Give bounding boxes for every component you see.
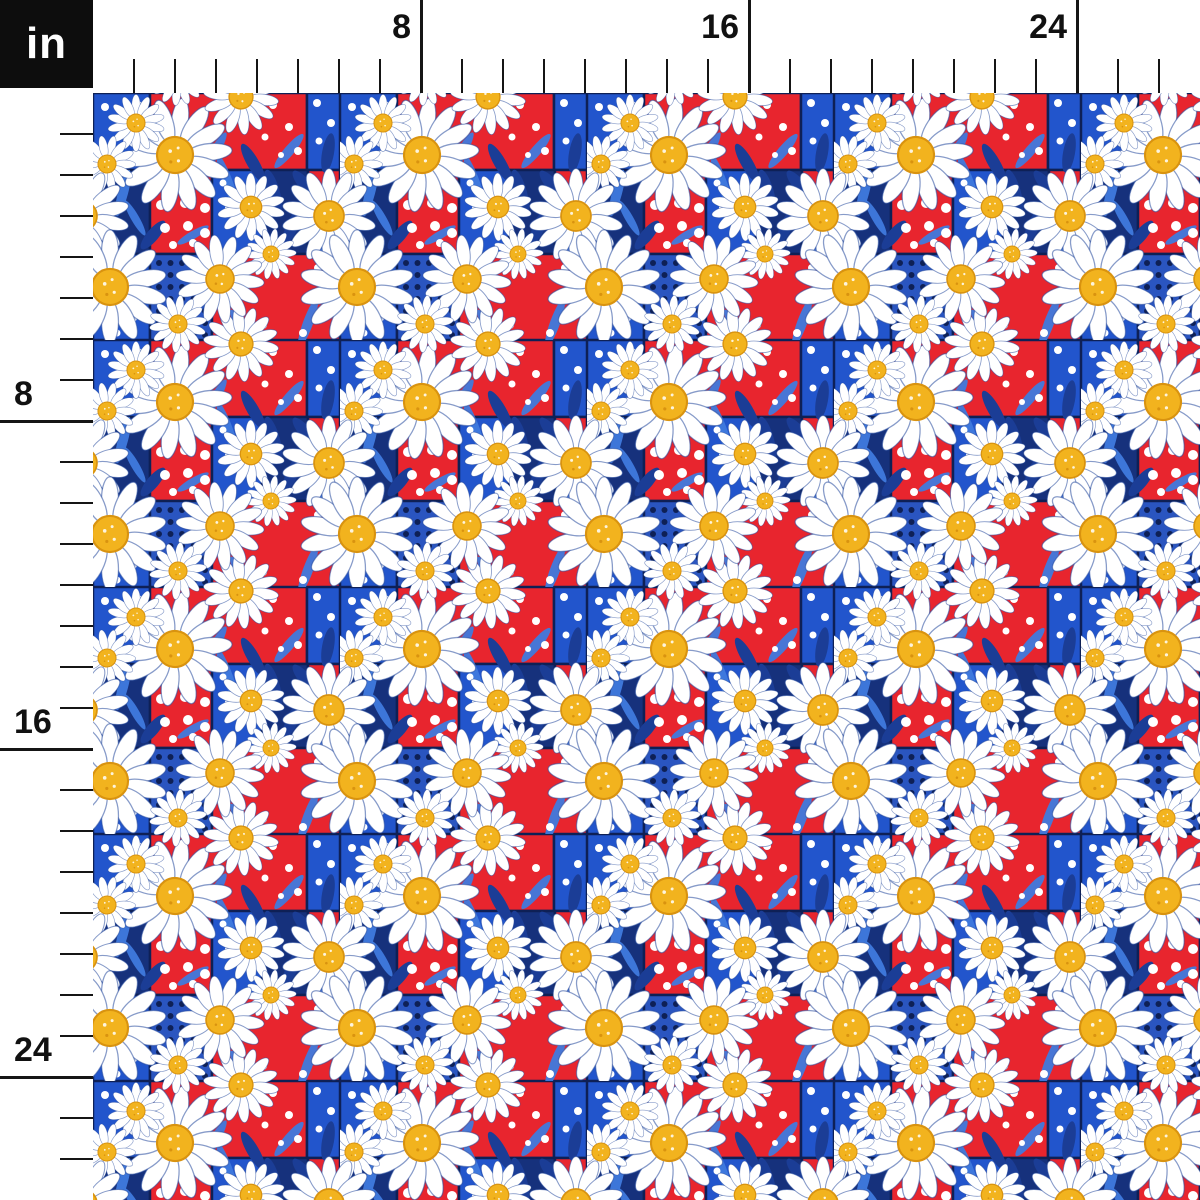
ruler-tick <box>60 706 93 710</box>
ruler-tick <box>132 59 136 93</box>
ruler-tick <box>60 993 93 997</box>
ruler-tick <box>296 59 300 93</box>
ruler-tick <box>665 59 669 93</box>
ruler-number: 8 <box>392 8 411 46</box>
ruler-tick <box>60 624 93 628</box>
ruler-tick <box>870 59 874 93</box>
ruler-tick <box>0 1075 93 1079</box>
ruler-tick <box>829 59 833 93</box>
ruler-tick <box>501 59 505 93</box>
ruler-tick <box>378 59 382 93</box>
ruler-tick <box>60 296 93 300</box>
ruler-tick <box>583 59 587 93</box>
ruler-tick <box>60 1034 93 1038</box>
ruler-tick <box>0 747 93 751</box>
ruler-tick <box>60 583 93 587</box>
ruler-tick <box>1157 59 1161 93</box>
ruler-tick <box>60 214 93 218</box>
ruler-tick <box>255 59 259 93</box>
fabric-swatch <box>93 93 1200 1200</box>
ruler-tick <box>542 59 546 93</box>
unit-box: in <box>0 0 93 88</box>
ruler-tick <box>952 59 956 93</box>
daisy-patchwork-pattern <box>93 93 1200 1200</box>
ruler-tick <box>60 1157 93 1161</box>
ruler-tick <box>60 1116 93 1120</box>
ruler-number: 24 <box>1029 8 1067 46</box>
ruler-tick <box>60 460 93 464</box>
ruler-tick <box>60 952 93 956</box>
ruler-tick <box>419 0 423 93</box>
ruler-number: 16 <box>701 8 739 46</box>
ruler-number: 24 <box>14 1031 52 1069</box>
ruler-tick <box>173 59 177 93</box>
ruler-tick <box>1075 0 1079 93</box>
ruler-tick <box>1034 59 1038 93</box>
ruler-tick <box>60 378 93 382</box>
ruler-tick <box>60 173 93 177</box>
ruler-number: 16 <box>14 703 52 741</box>
ruler-tick <box>60 542 93 546</box>
ruler-tick <box>60 829 93 833</box>
ruler-number: 8 <box>14 375 33 413</box>
ruler-tick <box>60 255 93 259</box>
ruler-tick <box>911 59 915 93</box>
ruler-tick <box>706 59 710 93</box>
ruler-tick <box>60 132 93 136</box>
ruler-tick <box>60 501 93 505</box>
ruler-tick <box>788 59 792 93</box>
ruler-tick <box>60 665 93 669</box>
ruler-tick <box>60 911 93 915</box>
ruler-tick <box>214 59 218 93</box>
ruler-tick <box>1116 59 1120 93</box>
ruler-tick <box>460 59 464 93</box>
ruler-tick <box>993 59 997 93</box>
ruler-tick <box>60 870 93 874</box>
unit-label: in <box>25 19 68 68</box>
ruler-tick <box>747 0 751 93</box>
ruler-top: 8 16 24 <box>0 0 1200 93</box>
ruler-tick <box>60 788 93 792</box>
ruler-left: 8 16 24 <box>0 0 93 1200</box>
ruler-tick <box>624 59 628 93</box>
ruler-tick <box>337 59 341 93</box>
ruler-tick <box>60 337 93 341</box>
ruler-tick <box>0 419 93 423</box>
